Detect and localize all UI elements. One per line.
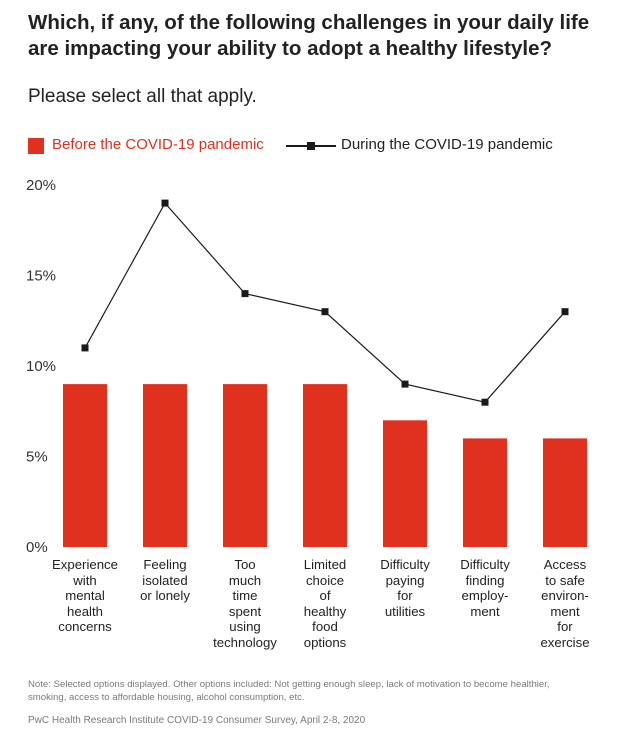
legend-bar-swatch — [28, 138, 44, 154]
y-tick-label: 10% — [26, 358, 56, 375]
chart-subtitle: Please select all that apply. — [28, 86, 257, 107]
y-tick-label: 5% — [26, 449, 48, 466]
source-line: PwC Health Research Institute COVID-19 C… — [28, 715, 366, 726]
series-line — [84, 202, 566, 403]
bar — [383, 420, 427, 547]
x-tick-label: Too much time spent using technology — [213, 557, 277, 650]
x-tick-label: Feeling isolated or lonely — [140, 557, 190, 603]
bar — [303, 384, 347, 547]
legend-line-label: During the COVID-19 pandemic — [341, 136, 553, 153]
y-tick-label: 20% — [26, 177, 56, 194]
bar — [63, 384, 107, 547]
x-tick-label: Difficulty paying for utilities — [380, 557, 430, 619]
bar — [143, 384, 187, 547]
legend: Before the COVID-19 pandemic During the … — [28, 136, 628, 156]
bar — [543, 438, 587, 547]
line-point — [81, 344, 89, 352]
chart-plot: 0% 5% 10% 15% 20% — [26, 177, 587, 556]
y-tick-label: 15% — [26, 268, 56, 285]
line-point — [241, 290, 249, 298]
x-tick-label: Difficulty finding employ- ment — [460, 557, 510, 619]
legend-bar-label: Before the COVID-19 pandemic — [52, 136, 264, 153]
footnote: Note: Selected options displayed. Other … — [28, 679, 550, 703]
y-tick-label: 0% — [26, 539, 48, 556]
legend-line-marker — [286, 142, 336, 150]
x-tick-label: Experience with mental health concerns — [52, 557, 118, 634]
bar — [223, 384, 267, 547]
line-point — [321, 308, 329, 316]
line-point — [401, 380, 409, 388]
line-point — [481, 398, 489, 406]
line-point — [161, 199, 169, 207]
x-tick-label: Limited choice of healthy food options — [303, 557, 347, 650]
chart-title: Which, if any, of the following challeng… — [28, 11, 590, 60]
line-point — [561, 308, 569, 316]
bar — [463, 438, 507, 547]
x-tick-label: Access to safe environ- ment for exercis… — [540, 557, 590, 650]
